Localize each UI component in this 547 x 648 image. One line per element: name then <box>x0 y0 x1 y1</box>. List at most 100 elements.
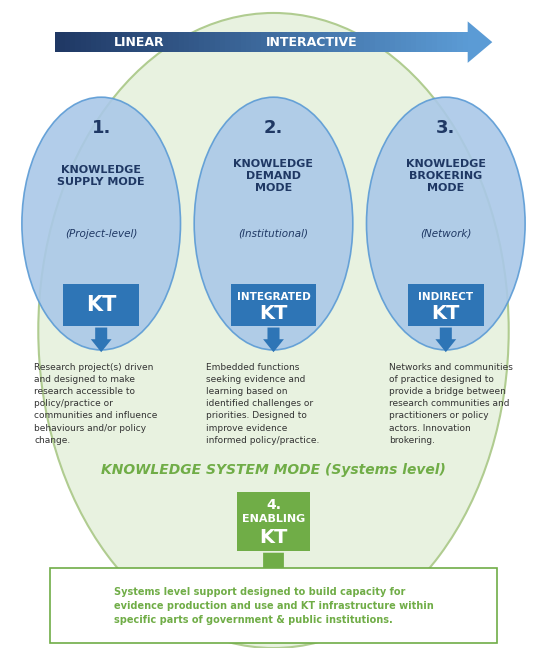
Text: KNOWLEDGE SYSTEM MODE (Systems level): KNOWLEDGE SYSTEM MODE (Systems level) <box>101 463 446 477</box>
Bar <box>261 32 267 52</box>
Ellipse shape <box>366 97 525 350</box>
Bar <box>117 32 123 52</box>
Bar <box>246 32 252 52</box>
Bar <box>184 32 190 52</box>
FancyBboxPatch shape <box>408 284 484 325</box>
Bar <box>380 32 386 52</box>
Text: KT: KT <box>259 529 288 548</box>
Bar <box>241 32 247 52</box>
Bar <box>442 32 448 52</box>
Bar <box>277 32 283 52</box>
Bar <box>132 32 138 52</box>
Bar <box>106 32 113 52</box>
FancyArrow shape <box>263 327 284 352</box>
Text: ENABLING: ENABLING <box>242 515 305 524</box>
Bar <box>302 32 309 52</box>
FancyArrow shape <box>91 327 112 352</box>
Text: Research project(s) driven
and designed to make
research accessible to
policy/pr: Research project(s) driven and designed … <box>34 363 158 445</box>
Text: INDIRECT: INDIRECT <box>418 292 473 302</box>
FancyBboxPatch shape <box>231 284 316 325</box>
Text: KT: KT <box>259 305 288 323</box>
Bar <box>416 32 422 52</box>
FancyBboxPatch shape <box>236 492 311 551</box>
Bar <box>395 32 401 52</box>
Bar <box>452 32 458 52</box>
Bar <box>173 32 179 52</box>
Text: (Network): (Network) <box>420 229 472 238</box>
Bar <box>447 32 453 52</box>
Bar <box>354 32 360 52</box>
Bar <box>101 32 107 52</box>
Bar <box>457 32 464 52</box>
Bar <box>437 32 443 52</box>
Bar <box>463 32 469 52</box>
FancyBboxPatch shape <box>63 284 139 325</box>
Bar <box>298 32 304 52</box>
Bar <box>55 32 61 52</box>
Bar <box>251 32 257 52</box>
Bar <box>75 32 82 52</box>
Bar <box>256 32 263 52</box>
Bar <box>230 32 236 52</box>
Bar <box>168 32 174 52</box>
Bar <box>65 32 71 52</box>
Bar <box>359 32 365 52</box>
Text: 3.: 3. <box>436 119 456 137</box>
Bar <box>318 32 324 52</box>
FancyBboxPatch shape <box>50 568 497 643</box>
Text: Systems level support designed to build capacity for
evidence production and use: Systems level support designed to build … <box>114 587 433 625</box>
Text: Networks and communities
of practice designed to
provide a bridge between
resear: Networks and communities of practice des… <box>389 363 513 445</box>
Bar <box>411 32 417 52</box>
Bar <box>287 32 293 52</box>
Bar <box>91 32 97 52</box>
Text: 4.: 4. <box>266 498 281 513</box>
Bar <box>189 32 195 52</box>
Text: KNOWLEDGE
BROKERING
MODE: KNOWLEDGE BROKERING MODE <box>406 159 486 192</box>
Text: KT: KT <box>86 295 117 314</box>
Bar <box>178 32 185 52</box>
Ellipse shape <box>38 13 509 648</box>
Bar <box>225 32 231 52</box>
Bar <box>334 32 340 52</box>
Text: Embedded functions
seeking evidence and
learning based on
identified challenges : Embedded functions seeking evidence and … <box>206 363 319 445</box>
Bar <box>205 32 211 52</box>
Ellipse shape <box>194 97 353 350</box>
Text: (Project-level): (Project-level) <box>65 229 137 238</box>
Bar <box>323 32 329 52</box>
Bar <box>148 32 154 52</box>
Bar <box>220 32 226 52</box>
Text: 1.: 1. <box>91 119 111 137</box>
Text: KNOWLEDGE
DEMAND
MODE: KNOWLEDGE DEMAND MODE <box>234 159 313 192</box>
Bar <box>344 32 350 52</box>
Bar <box>421 32 427 52</box>
Bar <box>328 32 335 52</box>
Bar <box>375 32 381 52</box>
Bar <box>339 32 345 52</box>
Polygon shape <box>468 21 492 63</box>
Bar <box>194 32 200 52</box>
Bar <box>142 32 149 52</box>
Text: KT: KT <box>432 305 460 323</box>
Text: LINEAR: LINEAR <box>114 36 165 49</box>
Bar <box>127 32 133 52</box>
Bar <box>210 32 216 52</box>
Bar <box>282 32 288 52</box>
Bar <box>86 32 92 52</box>
Ellipse shape <box>22 97 181 350</box>
Bar <box>137 32 143 52</box>
Bar <box>163 32 170 52</box>
Bar <box>266 32 272 52</box>
Bar <box>235 32 242 52</box>
Text: KNOWLEDGE
SUPPLY MODE: KNOWLEDGE SUPPLY MODE <box>57 165 145 187</box>
Bar <box>158 32 164 52</box>
Bar <box>60 32 66 52</box>
Text: 2.: 2. <box>264 119 283 137</box>
Bar <box>370 32 376 52</box>
Bar <box>427 32 433 52</box>
Bar <box>112 32 118 52</box>
Bar <box>80 32 87 52</box>
Bar <box>292 32 299 52</box>
Bar <box>364 32 371 52</box>
Bar <box>390 32 397 52</box>
Bar <box>153 32 159 52</box>
